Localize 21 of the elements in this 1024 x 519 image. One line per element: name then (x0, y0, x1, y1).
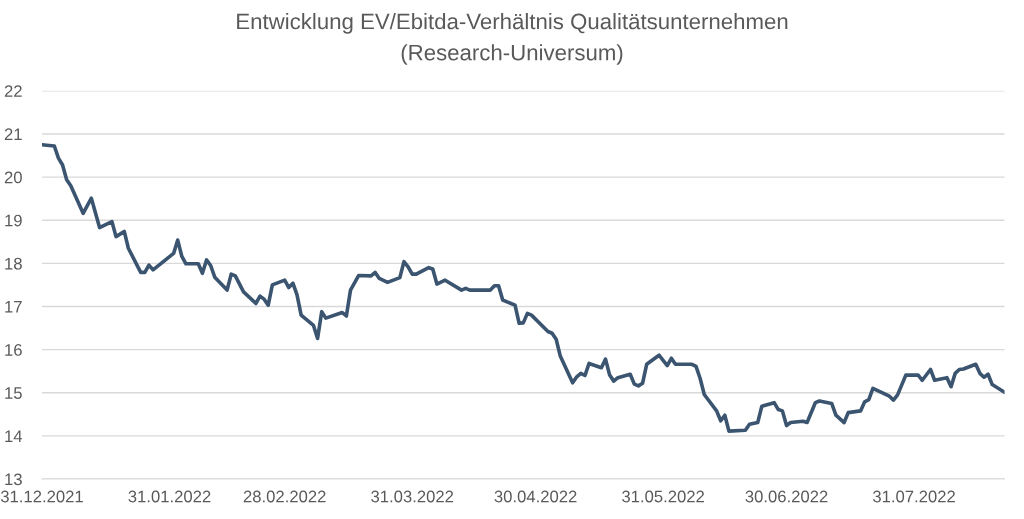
y-tick-label: 20 (4, 171, 22, 184)
y-tick-label: 13 (5, 473, 22, 486)
chart-title: Entwicklung EV/Ebitda-Verhältnis Qualitätsunternehmen (237, 13, 788, 34)
y-tick-label: 16 (5, 344, 22, 356)
x-tick-label: 30.06.2022 (745, 490, 828, 503)
x-tick-label: 31.05.2022 (622, 490, 704, 503)
line-series (41, 142, 1005, 433)
x-tick-label: 31.03.2022 (371, 490, 454, 503)
y-tick-label: 14 (5, 430, 23, 442)
y-tick-label: 22 (4, 85, 22, 97)
y-tick-label: 19 (5, 214, 22, 227)
x-tick-label: 28.02.2022 (243, 490, 326, 503)
x-tick-label: 31.01.2022 (128, 490, 211, 503)
y-tick-label: 18 (5, 257, 22, 270)
x-tick-label: 31.12.2021 (0, 490, 83, 503)
y-tick-label: 15 (5, 387, 22, 399)
chart-subtitle: (Research-Universum) (401, 44, 623, 65)
y-tick-label: 17 (5, 301, 22, 313)
x-tick-label: 31.07.2022 (872, 490, 955, 503)
x-tick-label: 30.04.2022 (494, 490, 577, 503)
y-tick-label: 21 (4, 128, 22, 140)
